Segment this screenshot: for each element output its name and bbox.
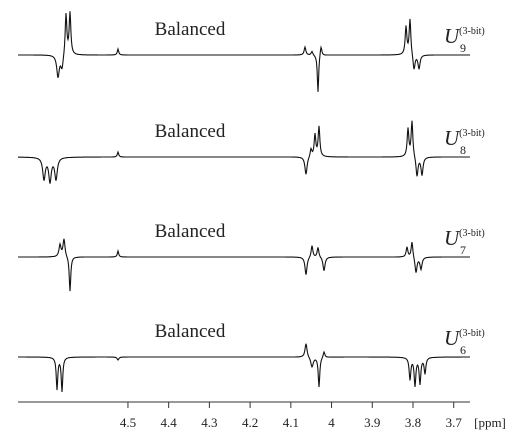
operator-symbol: U	[444, 226, 461, 250]
x-tick-label: 4	[328, 415, 335, 430]
operator-subscript: 9	[460, 41, 466, 55]
x-tick-label: 4.4	[161, 415, 178, 430]
panel-label: Balanced	[155, 221, 226, 242]
operator-label: U(3-bit) 8	[444, 126, 485, 157]
panel-label: Balanced	[155, 19, 226, 40]
spectrum	[18, 120, 470, 184]
x-tick-label: 4.1	[283, 415, 299, 430]
x-tick-label: 3.7	[446, 415, 463, 430]
operator-symbol: U	[444, 326, 461, 350]
operator-subscript: 8	[460, 143, 466, 157]
operator-superscript: (3-bit)	[459, 26, 485, 37]
x-tick-label: 3.8	[405, 415, 421, 430]
operator-subscript: 7	[460, 243, 466, 257]
x-tick-label: 4.5	[120, 415, 136, 430]
x-tick-label: 3.9	[364, 415, 380, 430]
operator-label: U(3-bit) 6	[444, 326, 485, 357]
operator-superscript: (3-bit)	[459, 228, 485, 239]
operator-label: U(3-bit) 7	[444, 226, 485, 257]
operator-symbol: U	[444, 24, 461, 48]
x-axis-unit: [ppm]	[474, 415, 506, 430]
operator-superscript: (3-bit)	[459, 128, 485, 139]
operator-superscript: (3-bit)	[459, 328, 485, 339]
operator-label: U(3-bit) 9	[444, 24, 485, 55]
operator-symbol: U	[444, 126, 461, 150]
x-tick-label: 4.3	[201, 415, 217, 430]
spectrum	[18, 343, 470, 393]
panel-label: Balanced	[155, 121, 226, 142]
panel-label: Balanced	[155, 321, 226, 342]
operator-subscript: 6	[460, 343, 466, 357]
spectrum	[18, 11, 470, 92]
spectrum	[18, 238, 470, 292]
x-tick-label: 4.2	[242, 415, 258, 430]
